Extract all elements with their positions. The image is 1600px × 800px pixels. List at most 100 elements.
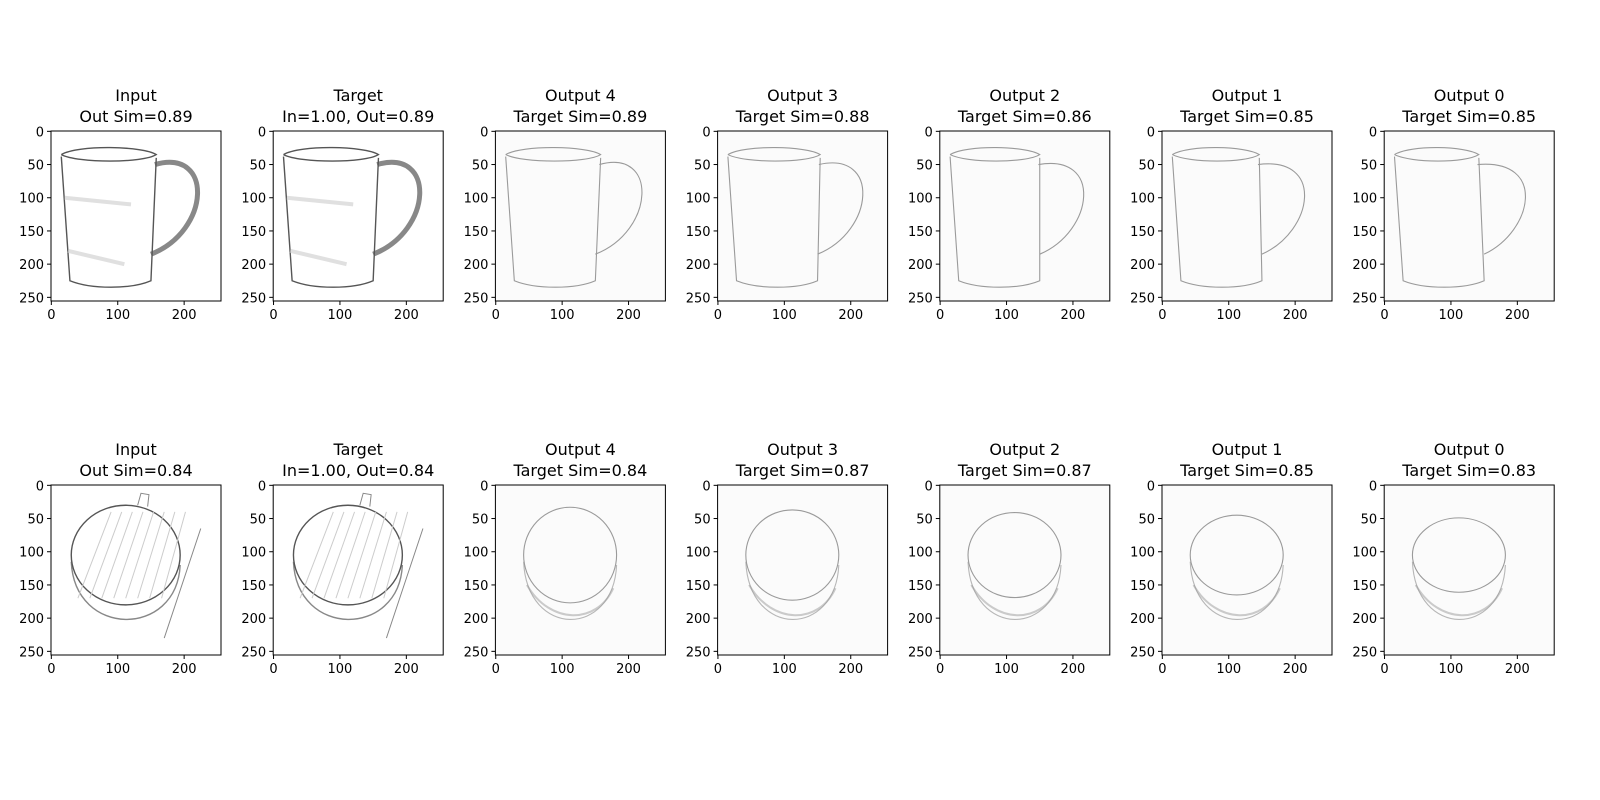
sketch — [89, 511, 123, 599]
sketch — [150, 159, 200, 257]
y-tick-label: 100 — [686, 192, 711, 207]
sketch — [505, 147, 602, 288]
panel: Target In=1.00, Out=0.84 0 100 200 0 50 100 150 2… — [241, 440, 444, 677]
y-tick-label: 0 — [480, 479, 488, 494]
image-bg — [51, 131, 221, 301]
image-bg — [1162, 485, 1332, 655]
y-tick-label: 250 — [241, 291, 266, 306]
x-tick-label: 100 — [550, 662, 575, 677]
y-tick-label: 250 — [1352, 291, 1377, 306]
y-tick-label: 50 — [916, 159, 933, 174]
panel-title: Output 1 — [1212, 86, 1283, 105]
x-tick-label: 100 — [105, 308, 130, 323]
sketch — [970, 584, 1059, 617]
image — [1393, 147, 1526, 288]
image — [745, 509, 840, 620]
x-tick-label: 100 — [328, 662, 353, 677]
panel: Output 1 Target Sim=0.85 0 100 200 0 50 100 150 2… — [1130, 440, 1333, 677]
x-tick-label: 100 — [1216, 308, 1241, 323]
y-tick-label: 0 — [1147, 479, 1155, 494]
image-bg — [717, 131, 888, 301]
panel-title: Output 1 — [1212, 440, 1283, 459]
panel-subtitle: Target Sim=0.85 — [1179, 107, 1314, 126]
panel-title: Target — [332, 86, 383, 105]
y-tick-label: 150 — [241, 579, 266, 594]
y-tick-label: 250 — [908, 645, 933, 660]
sketch — [967, 512, 1062, 599]
y-tick-label: 100 — [686, 546, 711, 561]
y-tick-label: 200 — [241, 258, 266, 273]
y-tick-label: 200 — [241, 612, 266, 627]
sketch — [526, 584, 615, 617]
x-tick-label: 100 — [1439, 308, 1464, 323]
y-tick-label: 200 — [19, 612, 44, 627]
panel: Target In=1.00, Out=0.89 0 100 200 0 50 100 150 2… — [241, 86, 444, 323]
y-tick-label: 200 — [1130, 612, 1155, 627]
image — [967, 512, 1062, 620]
x-tick-label: 0 — [47, 308, 55, 323]
sketch — [286, 195, 354, 267]
y-tick-label: 100 — [908, 546, 933, 561]
y-tick-label: 200 — [686, 258, 711, 273]
x-tick-label: 100 — [994, 308, 1019, 323]
y-tick-label: 50 — [1361, 513, 1378, 528]
y-tick-label: 200 — [908, 612, 933, 627]
y-tick-label: 150 — [1130, 225, 1155, 240]
x-tick-label: 0 — [1158, 308, 1166, 323]
y-tick-label: 250 — [908, 291, 933, 306]
panel-subtitle: Target Sim=0.89 — [512, 107, 647, 126]
sketch — [359, 511, 387, 599]
image — [949, 147, 1085, 288]
sketch — [311, 511, 345, 599]
image — [1411, 517, 1506, 620]
sketch — [299, 511, 334, 599]
image-bg — [273, 485, 444, 655]
x-tick-label: 0 — [714, 308, 722, 323]
x-tick-label: 200 — [616, 308, 641, 323]
sketch — [323, 511, 356, 599]
sketch — [292, 561, 404, 621]
panel-subtitle: Target Sim=0.83 — [1401, 461, 1536, 480]
x-tick-label: 200 — [1283, 308, 1308, 323]
y-tick-label: 200 — [464, 258, 489, 273]
panel-subtitle: In=1.00, Out=0.84 — [282, 461, 434, 480]
panel-title: Output 3 — [767, 86, 838, 105]
sketch — [1477, 163, 1526, 255]
image-bg — [495, 131, 666, 301]
axes-frame — [1383, 484, 1555, 656]
y-tick-label: 250 — [464, 645, 489, 660]
sketch — [347, 511, 377, 599]
y-tick-label: 200 — [1130, 258, 1155, 273]
x-tick-label: 100 — [1216, 662, 1241, 677]
x-tick-label: 0 — [1380, 308, 1388, 323]
sketch — [64, 195, 132, 267]
y-tick-label: 50 — [472, 159, 489, 174]
sketch — [282, 146, 380, 288]
x-tick-label: 100 — [772, 308, 797, 323]
sketch — [60, 146, 158, 288]
sketch — [372, 159, 423, 257]
panel-subtitle: Target Sim=0.86 — [957, 107, 1092, 126]
y-tick-label: 100 — [1352, 192, 1377, 207]
sketch — [1257, 163, 1306, 255]
y-tick-label: 250 — [686, 291, 711, 306]
y-tick-label: 0 — [702, 479, 710, 494]
x-tick-label: 100 — [772, 662, 797, 677]
y-tick-label: 100 — [241, 192, 266, 207]
y-tick-label: 100 — [1352, 546, 1377, 561]
axes-frame — [494, 484, 666, 656]
y-tick-label: 100 — [19, 546, 44, 561]
x-tick-label: 100 — [994, 662, 1019, 677]
y-tick-label: 200 — [686, 612, 711, 627]
y-tick-label: 150 — [1352, 225, 1377, 240]
panel: Output 1 Target Sim=0.85 0 100 200 0 50 100 150 2… — [1130, 86, 1333, 323]
y-tick-label: 150 — [464, 579, 489, 594]
axes-frame — [272, 130, 444, 302]
x-tick-label: 200 — [1283, 662, 1308, 677]
image-bg — [1384, 131, 1555, 301]
x-tick-label: 200 — [616, 662, 641, 677]
y-tick-label: 100 — [1130, 546, 1155, 561]
axes-frame — [939, 130, 1111, 302]
panel-subtitle: Target Sim=0.85 — [1401, 107, 1536, 126]
y-tick-label: 50 — [1138, 513, 1155, 528]
